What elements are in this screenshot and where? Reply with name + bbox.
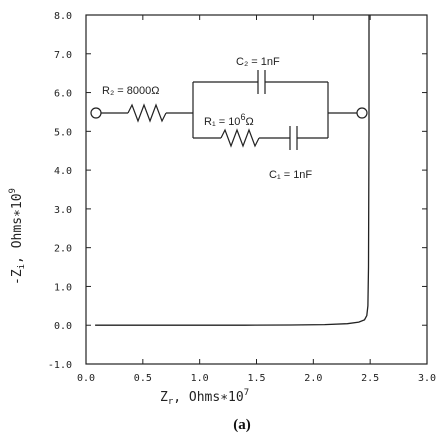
y-tick-label: -1.0 bbox=[48, 360, 72, 371]
series-layer bbox=[95, 15, 370, 326]
y-axis-title: -Zi, Ohms∗109 bbox=[8, 188, 27, 285]
y-tick-label: 7.0 bbox=[54, 50, 72, 61]
r1-label-prefix: R₁ = 10 bbox=[204, 116, 240, 128]
y-tick-label: 4.0 bbox=[54, 166, 72, 177]
x-tick-label: 2.0 bbox=[304, 373, 322, 384]
y-axis-unit: , Ohms bbox=[10, 217, 25, 264]
x-axis-title: Zr, Ohms∗107 bbox=[160, 388, 249, 407]
x-tick-label: 0.0 bbox=[77, 373, 95, 384]
r2-resistor bbox=[127, 103, 167, 123]
y-tick-label: 8.0 bbox=[54, 11, 72, 22]
x-axis-main: Z bbox=[160, 390, 168, 405]
r2-label: R₂ = 8000Ω bbox=[102, 85, 159, 97]
y-axis-multiplier: ∗ bbox=[10, 209, 25, 217]
panel-label: (a) bbox=[233, 417, 251, 433]
impedance-curve bbox=[95, 15, 370, 326]
y-axis-base: 10 bbox=[10, 193, 25, 209]
x-tick-label: 3.0 bbox=[418, 373, 436, 384]
y-axis-exponent: 9 bbox=[8, 188, 18, 193]
y-axis-main: -Z bbox=[10, 269, 25, 285]
x-tick-label: 1.0 bbox=[191, 373, 209, 384]
y-axis-subscript: i bbox=[17, 264, 27, 269]
y-tick-label: 6.0 bbox=[54, 89, 72, 100]
y-tick-label: 2.0 bbox=[54, 244, 72, 255]
circuit-diagram bbox=[90, 70, 368, 150]
r1-label-exponent: 6 bbox=[240, 112, 245, 122]
x-axis-subscript: r bbox=[168, 397, 174, 407]
x-tick-label: 0.5 bbox=[134, 373, 152, 384]
plot-frame bbox=[85, 14, 428, 365]
r1-label-unit: Ω bbox=[245, 116, 253, 128]
x-axis-base: 10 bbox=[228, 390, 244, 405]
x-axis-multiplier: ∗ bbox=[220, 390, 228, 405]
x-tick-label: 2.5 bbox=[361, 373, 379, 384]
circuit-left-terminal bbox=[90, 107, 102, 119]
r1-resistor bbox=[220, 128, 260, 148]
tick-labels-layer: 0.0 0.5 1.0 1.5 2.0 2.5 3.0 -1.0 0.0 1.0 2.0 3.0 4.0… bbox=[48, 11, 436, 384]
y-tick-label: 1.0 bbox=[54, 282, 72, 293]
y-tick-label: 0.0 bbox=[54, 321, 72, 332]
x-axis-unit: , Ohms bbox=[173, 390, 220, 405]
c2-label: C₂ = 1nF bbox=[236, 56, 280, 68]
c1-label: C₁ = 1nF bbox=[269, 169, 312, 181]
x-tick-label: 1.5 bbox=[247, 373, 265, 384]
r1-label: R₁ = 106Ω bbox=[204, 112, 254, 128]
x-axis-exponent: 7 bbox=[244, 388, 249, 398]
y-tick-label: 3.0 bbox=[54, 205, 72, 216]
y-tick-label: 5.0 bbox=[54, 127, 72, 138]
circuit-right-terminal bbox=[356, 107, 368, 119]
